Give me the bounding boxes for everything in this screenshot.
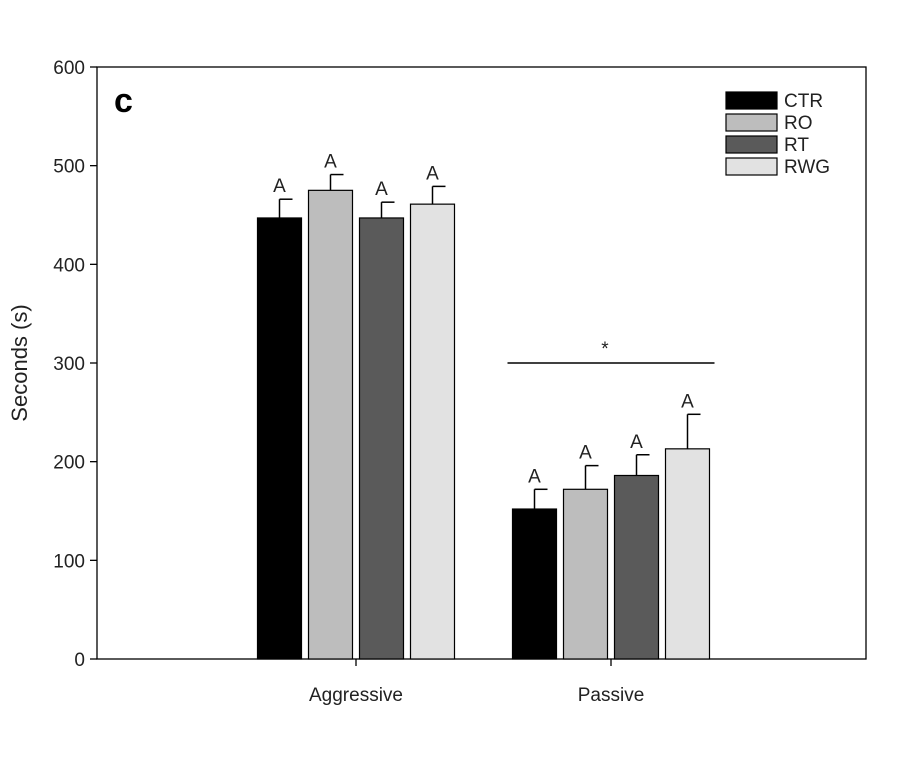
significance-asterisk: * xyxy=(601,339,609,360)
legend-swatch-ctr xyxy=(725,91,778,110)
significance-letter: A xyxy=(375,179,388,200)
bar-rt xyxy=(358,217,405,660)
bar-ro xyxy=(307,189,354,660)
legend-swatch-rt xyxy=(725,135,778,154)
legend-label-ctr: CTR xyxy=(784,91,823,112)
x-tick-label: Aggressive xyxy=(309,685,403,706)
y-tick-label: 200 xyxy=(53,453,85,474)
significance-letter: A xyxy=(426,163,439,184)
bar-rt xyxy=(613,474,660,660)
bar-ctr xyxy=(256,217,303,660)
y-tick-label: 300 xyxy=(53,354,85,375)
legend-label-ro: RO xyxy=(784,113,813,134)
y-tick-label: 400 xyxy=(53,255,85,276)
bar-rwg xyxy=(409,203,456,660)
significance-letter: A xyxy=(273,176,286,197)
legend-label-rwg: RWG xyxy=(784,157,830,178)
legend-label-rt: RT xyxy=(784,135,809,156)
y-tick-label: 0 xyxy=(74,650,85,671)
y-tick-label: 500 xyxy=(53,157,85,178)
y-axis-title: Seconds (s) xyxy=(7,304,32,421)
bar-rwg xyxy=(664,448,711,660)
bar-ro xyxy=(562,488,609,660)
y-tick-label: 600 xyxy=(53,58,85,79)
significance-letter: A xyxy=(579,443,592,464)
x-tick-label: Passive xyxy=(578,685,645,706)
legend-swatch-ro xyxy=(725,113,778,132)
significance-letter: A xyxy=(528,466,541,487)
plot-frame xyxy=(96,66,867,660)
significance-letter: A xyxy=(630,432,643,453)
significance-letter: A xyxy=(324,152,337,173)
bar-ctr xyxy=(511,508,558,660)
significance-letter: A xyxy=(681,391,694,412)
legend-swatch-rwg xyxy=(725,157,778,176)
y-tick-label: 100 xyxy=(53,551,85,572)
panel-label: c xyxy=(114,82,133,120)
